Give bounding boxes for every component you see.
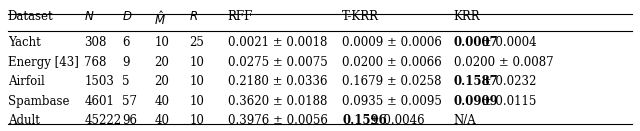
Text: 5: 5: [122, 75, 130, 88]
Text: 0.0200 ± 0.0087: 0.0200 ± 0.0087: [454, 56, 554, 69]
Text: Energy [43]: Energy [43]: [8, 56, 79, 69]
Text: Yacht: Yacht: [8, 36, 40, 50]
Text: RFF: RFF: [228, 10, 253, 23]
Text: 0.2180 ± 0.0336: 0.2180 ± 0.0336: [228, 75, 327, 88]
Text: Dataset: Dataset: [8, 10, 53, 23]
Text: $R$: $R$: [189, 10, 198, 23]
Text: Spambase: Spambase: [8, 95, 69, 108]
Text: 20: 20: [154, 56, 169, 69]
Text: 308: 308: [84, 36, 107, 50]
Text: 0.1587: 0.1587: [454, 75, 499, 88]
Text: 0.0007: 0.0007: [454, 36, 499, 50]
Text: ± 0.0046: ± 0.0046: [366, 114, 425, 127]
Text: 0.0275 ± 0.0075: 0.0275 ± 0.0075: [228, 56, 327, 69]
Text: 0.0200 ± 0.0066: 0.0200 ± 0.0066: [342, 56, 442, 69]
Text: 0.1596: 0.1596: [342, 114, 387, 127]
Text: 10: 10: [189, 114, 204, 127]
Text: $D$: $D$: [122, 10, 133, 23]
Text: 768: 768: [84, 56, 107, 69]
Text: 45222: 45222: [84, 114, 122, 127]
Text: 0.0909: 0.0909: [454, 95, 499, 108]
Text: ± 0.0232: ± 0.0232: [478, 75, 536, 88]
Text: T-KRR: T-KRR: [342, 10, 380, 23]
Text: 40: 40: [154, 95, 170, 108]
Text: N/A: N/A: [454, 114, 477, 127]
Text: 0.3976 ± 0.0056: 0.3976 ± 0.0056: [228, 114, 328, 127]
Text: 9: 9: [122, 56, 130, 69]
Text: $N$: $N$: [84, 10, 95, 23]
Text: 20: 20: [154, 75, 169, 88]
Text: ± 0.0115: ± 0.0115: [478, 95, 536, 108]
Text: Adult: Adult: [8, 114, 40, 127]
Text: $\hat{M}$: $\hat{M}$: [154, 10, 166, 28]
Text: 0.0009 ± 0.0006: 0.0009 ± 0.0006: [342, 36, 442, 50]
Text: 57: 57: [122, 95, 138, 108]
Text: 40: 40: [154, 114, 170, 127]
Text: 6: 6: [122, 36, 130, 50]
Text: 10: 10: [154, 36, 169, 50]
Text: 0.0935 ± 0.0095: 0.0935 ± 0.0095: [342, 95, 442, 108]
Text: KRR: KRR: [454, 10, 481, 23]
Text: 25: 25: [189, 36, 204, 50]
Text: 1503: 1503: [84, 75, 114, 88]
Text: Airfoil: Airfoil: [8, 75, 45, 88]
Text: 0.1679 ± 0.0258: 0.1679 ± 0.0258: [342, 75, 442, 88]
Text: 10: 10: [189, 75, 204, 88]
Text: 4601: 4601: [84, 95, 114, 108]
Text: 10: 10: [189, 56, 204, 69]
Text: ± 0.0004: ± 0.0004: [478, 36, 536, 50]
Text: 96: 96: [122, 114, 138, 127]
Text: 0.0021 ± 0.0018: 0.0021 ± 0.0018: [228, 36, 327, 50]
Text: 10: 10: [189, 95, 204, 108]
Text: 0.3620 ± 0.0188: 0.3620 ± 0.0188: [228, 95, 327, 108]
